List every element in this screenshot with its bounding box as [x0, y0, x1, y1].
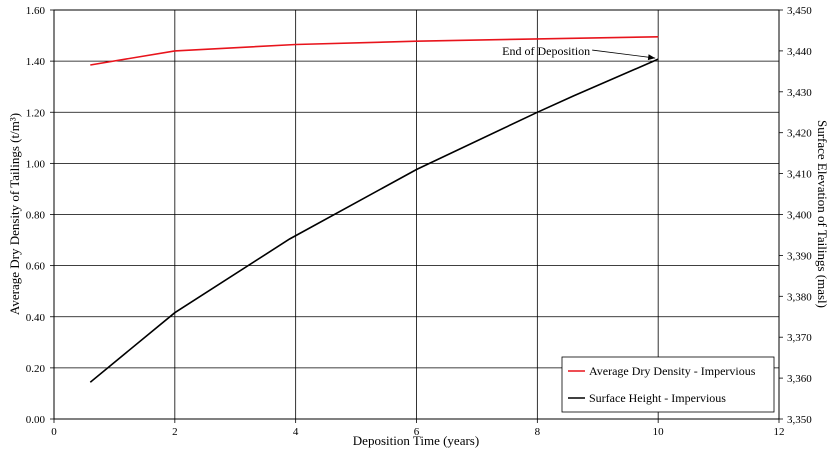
- x-tick-label: 6: [414, 426, 420, 438]
- y2-tick-label: 3,370: [787, 332, 812, 344]
- annotation-end-of-deposition: End of Deposition: [502, 44, 590, 58]
- y-tick-label: 0.40: [26, 312, 46, 324]
- x-tick-label: 12: [774, 426, 785, 438]
- y-tick-label: 0.80: [26, 210, 46, 222]
- plot-frame: [53, 9, 780, 420]
- y-tick-label: 0.60: [26, 261, 46, 273]
- legend: Average Dry Density - Impervious Surface…: [561, 356, 775, 413]
- y2-tick-label: 3,440: [787, 46, 812, 58]
- y2-axis-title: Surface Elevation of Tailings (masl): [815, 120, 830, 308]
- y2-tick-label: 3,390: [787, 250, 812, 262]
- annotation-arrow-head: [647, 54, 656, 61]
- y2-tick-label: 3,350: [787, 414, 812, 426]
- y2-tick-label: 3,400: [787, 210, 812, 222]
- y2-tick-label: 3,420: [787, 128, 812, 140]
- annotation-layer: End of Deposition: [502, 44, 656, 61]
- y-tick-label: 1.00: [26, 158, 46, 170]
- x-tick-label: 10: [653, 426, 665, 438]
- y2-tick-label: 3,430: [787, 87, 812, 99]
- series-line-surface-height: [89, 58, 659, 383]
- annotation-arrow-line: [592, 49, 656, 59]
- y2-tick-label: 3,450: [787, 5, 812, 17]
- x-tick-label: 8: [535, 426, 541, 438]
- legend-box: [561, 356, 775, 413]
- y-tick-label: 0.20: [26, 363, 46, 375]
- y-tick-label: 1.40: [26, 56, 46, 68]
- series-line-dry-density: [90, 36, 659, 66]
- y-tick-label: 1.20: [26, 107, 46, 119]
- grid-layer: [54, 10, 779, 419]
- y2-tick-label: 3,410: [787, 169, 812, 181]
- legend-label-surface-height: Surface Height - Impervious: [589, 391, 726, 405]
- y-axis-title: Average Dry Density of Tailings (t/m³): [7, 113, 22, 315]
- x-tick-label: 0: [51, 426, 57, 438]
- x-tick-label: 2: [172, 426, 178, 438]
- tick-layer: 0 2 4 6 8 10 12 0.00 0.20 0.40 0.60 0.80 1.00 1.20 1.4…: [26, 5, 813, 438]
- legend-label-density: Average Dry Density - Impervious: [589, 364, 756, 378]
- y-tick-label: 0.00: [26, 414, 46, 426]
- y2-tick-label: 3,360: [787, 373, 812, 385]
- series-layer: [89, 36, 659, 383]
- y2-tick-label: 3,380: [787, 291, 812, 303]
- x-axis-title: Deposition Time (years): [353, 433, 479, 448]
- x-tick-label: 4: [293, 426, 299, 438]
- y-tick-label: 1.60: [26, 5, 46, 17]
